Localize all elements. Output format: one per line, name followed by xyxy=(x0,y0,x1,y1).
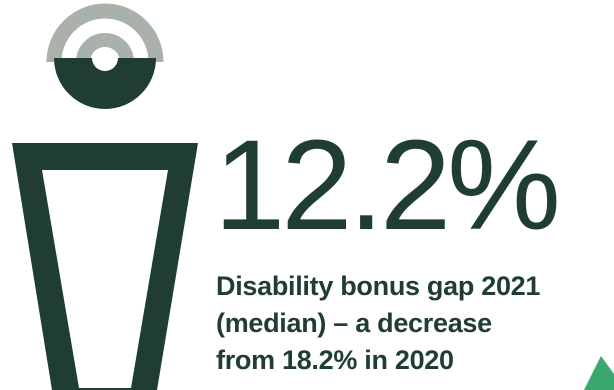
stat-caption: Disability bonus gap 2021 (median) – a d… xyxy=(216,268,614,379)
head-base xyxy=(54,58,156,109)
head-inner-ring xyxy=(76,33,134,63)
caption-line: from 18.2% in 2020 xyxy=(216,345,454,375)
body-shape xyxy=(12,143,198,390)
head-outer-ring xyxy=(46,3,164,63)
stat-value: 12.2% xyxy=(214,114,561,257)
caption-line: Disability bonus gap 2021 xyxy=(216,271,541,301)
head-dot xyxy=(92,58,118,71)
person-icon xyxy=(12,3,198,390)
caption-line: (median) – a decrease xyxy=(216,308,492,338)
